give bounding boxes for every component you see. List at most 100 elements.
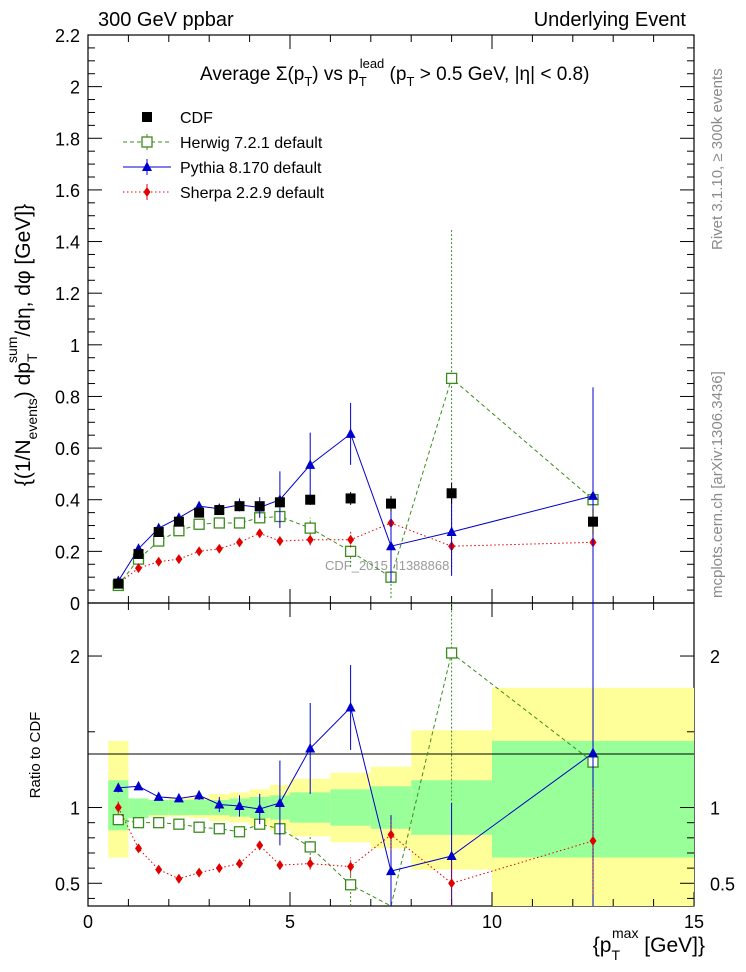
ratio-tick-label-right: 1 <box>710 799 720 819</box>
ratio-series-1-point <box>254 803 265 814</box>
ratio-series-2-point <box>448 878 456 889</box>
y-tick-label: 1 <box>70 336 80 356</box>
main-series-3-point <box>306 534 314 545</box>
main-series-3-point <box>215 543 223 554</box>
ratio-series-1-point <box>194 789 205 800</box>
main-series-0-point <box>254 501 265 512</box>
ratio-series-0-point <box>213 823 225 835</box>
band-inner <box>128 798 149 819</box>
main-series-2-point <box>305 459 316 469</box>
band-inner <box>189 799 210 816</box>
y-tick-label: 0.2 <box>55 542 80 562</box>
ratio-series-0-point <box>153 817 165 829</box>
ratio-series-2-point <box>256 840 264 851</box>
ratio-series-1-point <box>446 850 457 861</box>
main-series-0-point <box>588 516 598 527</box>
ratio-tick-label-right: 0.5 <box>710 874 735 894</box>
band-inner <box>290 792 331 823</box>
main-series-1-point <box>445 372 458 385</box>
main-series-2-point <box>588 490 598 500</box>
y-tick-label: 1.8 <box>55 129 80 149</box>
main-series-0-point <box>234 501 245 512</box>
x-tick-label: 5 <box>285 912 295 932</box>
main-series-0-point <box>274 497 285 508</box>
ratio-series-2-point <box>215 863 223 874</box>
main-series-1-point <box>233 517 246 529</box>
main-series-1-point <box>193 518 205 530</box>
y-tick-label: 0.4 <box>55 491 80 511</box>
ratio-series-2-point <box>114 802 122 813</box>
ratio-series-1-point <box>345 702 356 712</box>
legend-label: Herwig 7.2.1 default <box>180 135 323 152</box>
main-series-1-point <box>153 535 165 547</box>
y-tick-label: 1.2 <box>55 284 80 304</box>
ratio-series-2-point <box>195 867 203 878</box>
ratio-series-1-point <box>274 797 285 807</box>
ratio-series-2-group <box>114 787 597 906</box>
legend-marker <box>141 136 153 148</box>
main-series-1-point <box>304 522 316 534</box>
legend-marker <box>143 187 151 197</box>
ratio-series <box>112 603 599 907</box>
ratio-series-2-point <box>589 835 597 846</box>
y-tick-label: 2 <box>70 78 80 98</box>
main-series-3-point <box>135 563 142 574</box>
main-series-0-point <box>153 527 164 537</box>
ratio-series-1-point <box>386 865 396 876</box>
main-series-3-point <box>155 556 163 567</box>
main-series-3-point <box>256 528 264 539</box>
ratio-series-2-point <box>276 860 284 871</box>
y-tick-label: 1.6 <box>55 181 80 201</box>
x-tick-label: 10 <box>482 912 502 932</box>
ratio-tick-label: 0.5 <box>55 874 80 894</box>
main-series-0-point <box>446 488 457 499</box>
ratio-series-2-point <box>387 829 395 840</box>
watermark: CDF_2015_I1388868 <box>325 558 449 573</box>
main-series-0-point <box>133 548 144 559</box>
ratio-series-1-group <box>113 603 598 906</box>
main-series-0-point <box>113 578 124 589</box>
legend-label: Sherpa 2.2.9 default <box>180 185 325 202</box>
ratio-series-1-point <box>173 792 184 803</box>
main-series-3-point <box>195 546 203 557</box>
main-series-1-point <box>344 545 357 558</box>
main-series-0-point <box>305 494 316 505</box>
main-series-0-point <box>345 493 356 504</box>
legend-marker <box>142 112 152 122</box>
ratio-series-0-point <box>304 841 316 853</box>
main-series-0-point <box>386 498 396 509</box>
ratio-y-label: Ratio to CDF <box>27 712 44 799</box>
band-inner <box>330 789 371 826</box>
main-series-2-point <box>345 428 356 438</box>
header-left: 300 GeV ppbar <box>98 9 234 31</box>
ratio-series-2-point <box>175 873 183 884</box>
main-series-2-point <box>386 540 396 551</box>
y-tick-label: 2.2 <box>55 26 80 46</box>
ratio-series-1-point <box>588 747 598 757</box>
main-series-1-point <box>173 525 185 537</box>
ratio-series-0-point <box>112 813 124 826</box>
axis-ticks: 0 5 10 15 0 0.2 0.4 0.6 0.8 1 1.2 1.4 1.6 1.8 2 2.2 0.5 0… <box>55 26 735 932</box>
side-annotation-bottom: mcplots.cern.ch [arXiv:1306.3436] <box>709 371 726 598</box>
ratio-series-1-point <box>133 780 144 791</box>
ratio-series-0-point <box>132 817 145 829</box>
y-tick-label: 0.8 <box>55 387 80 407</box>
ratio-series-2-point <box>347 861 355 872</box>
ratio-series-2-line <box>117 807 594 884</box>
ratio-tick-label: 1 <box>70 799 80 819</box>
ratio-series-1-point <box>234 800 245 811</box>
main-series <box>112 228 599 603</box>
main-series-3-point <box>175 554 183 565</box>
band-inner <box>148 799 169 816</box>
band-inner <box>168 799 189 816</box>
header-right: Underlying Event <box>534 9 687 31</box>
ratio-series-0-point <box>193 821 205 833</box>
ratio-series-2-point <box>236 858 243 869</box>
ratio-series-1-line <box>118 706 594 872</box>
main-series-0-point <box>214 505 225 516</box>
main-series-0-point <box>173 516 184 527</box>
legend-marker <box>142 161 152 171</box>
legend-label: CDF <box>180 110 213 127</box>
ratio-series-2-point <box>306 858 314 869</box>
